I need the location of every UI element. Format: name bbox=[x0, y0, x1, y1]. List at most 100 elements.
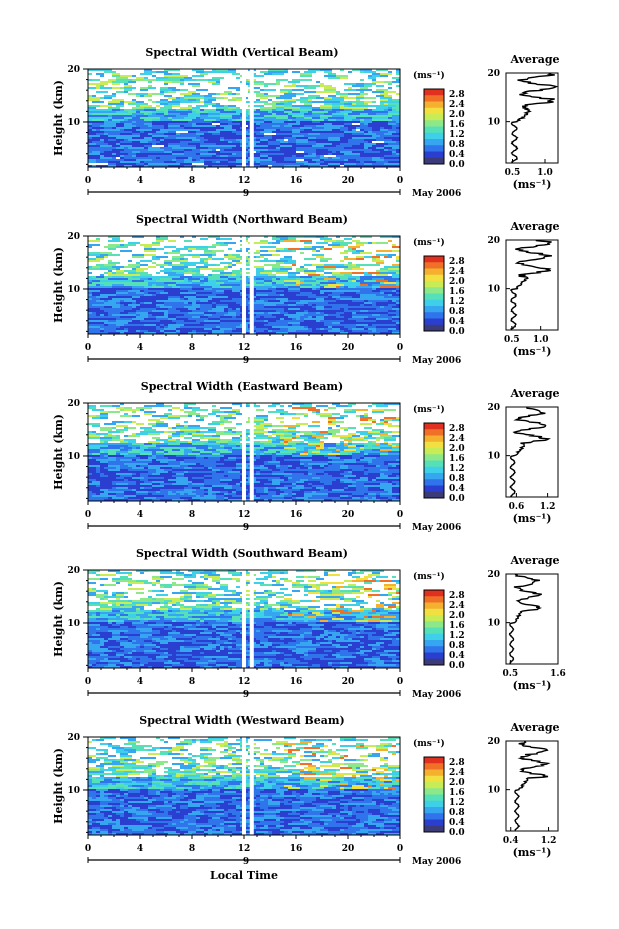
heatmap-cell bbox=[200, 274, 204, 276]
heatmap-cell bbox=[320, 157, 328, 159]
heatmap-cell bbox=[376, 262, 384, 264]
heatmap-cell bbox=[324, 274, 332, 276]
heatmap-cell bbox=[296, 425, 300, 427]
heatmap-cell bbox=[132, 91, 136, 93]
heatmap-cell bbox=[300, 316, 308, 318]
heatmap-cell bbox=[144, 250, 156, 252]
heatmap-cell bbox=[216, 441, 228, 443]
heatmap-cell bbox=[360, 113, 368, 115]
heatmap-cell bbox=[152, 322, 164, 324]
heatmap-cell bbox=[336, 236, 340, 238]
heatmap-cell bbox=[216, 93, 220, 95]
heatmap-cell bbox=[296, 250, 304, 252]
heatmap-cell bbox=[332, 435, 340, 437]
heatmap-cell bbox=[216, 449, 228, 451]
heatmap-cell bbox=[352, 145, 364, 147]
heatmap-cell bbox=[348, 266, 360, 268]
heatmap-cell bbox=[156, 411, 164, 413]
heatmap-cell bbox=[268, 91, 280, 93]
heatmap-cell bbox=[288, 449, 300, 451]
heatmap-cell bbox=[220, 296, 228, 298]
heatmap-cell bbox=[308, 147, 320, 149]
heatmap-cell bbox=[328, 437, 340, 439]
heatmap-cell bbox=[352, 318, 360, 320]
heatmap-cell bbox=[192, 250, 204, 252]
heatmap-cell bbox=[188, 423, 200, 425]
heatmap-cell bbox=[160, 99, 168, 101]
heatmap-cell bbox=[248, 153, 260, 155]
heatmap-cell bbox=[200, 437, 204, 439]
heatmap-cell bbox=[288, 127, 300, 129]
heatmap-cell bbox=[132, 276, 144, 278]
heatmap-cell bbox=[132, 288, 136, 290]
heatmap-cell bbox=[332, 133, 344, 135]
heatmap-cell bbox=[296, 161, 300, 163]
heatmap-cell bbox=[120, 409, 124, 411]
heatmap-cell bbox=[256, 294, 268, 296]
heatmap-cell bbox=[124, 83, 128, 85]
heatmap-cell bbox=[388, 161, 400, 163]
heatmap-cell bbox=[124, 435, 128, 437]
heatmap-cell bbox=[320, 79, 332, 81]
heatmap-cell bbox=[228, 244, 232, 246]
heatmap-cell bbox=[348, 248, 352, 250]
heatmap-cell bbox=[336, 278, 340, 280]
heatmap-cell bbox=[108, 151, 120, 153]
heatmap-cell bbox=[160, 117, 164, 119]
heatmap-cell bbox=[148, 125, 152, 127]
heatmap-cell bbox=[96, 143, 104, 145]
heatmap-cell bbox=[212, 155, 216, 157]
heatmap-cell bbox=[140, 121, 152, 123]
heatmap-cell bbox=[92, 101, 104, 103]
heatmap-cell bbox=[360, 75, 368, 77]
heatmap-cell bbox=[176, 284, 184, 286]
heatmap-cell bbox=[132, 449, 140, 451]
heatmap-cell bbox=[332, 403, 340, 405]
heatmap-cell bbox=[228, 95, 240, 97]
heatmap-cell bbox=[216, 324, 228, 326]
heatmap-cell bbox=[180, 93, 192, 95]
heatmap-cell bbox=[216, 69, 228, 71]
heatmap-cell bbox=[224, 113, 228, 115]
heatmap-cell bbox=[356, 290, 360, 292]
heatmap-cell bbox=[88, 405, 96, 407]
heatmap-cell bbox=[88, 298, 92, 300]
heatmap-cell bbox=[324, 425, 328, 427]
heatmap-cell bbox=[380, 153, 388, 155]
heatmap-cell bbox=[136, 423, 144, 425]
heatmap-cell bbox=[284, 294, 296, 296]
heatmap-cell bbox=[232, 77, 236, 79]
heatmap-cell bbox=[272, 302, 284, 304]
heatmap-cell bbox=[192, 95, 204, 97]
heatmap-cell bbox=[364, 85, 372, 87]
heatmap-cell bbox=[188, 328, 192, 330]
heatmap-cell bbox=[368, 153, 380, 155]
heatmap-cell bbox=[396, 137, 400, 139]
heatmap-cell bbox=[164, 133, 176, 135]
heatmap-cell bbox=[92, 246, 104, 248]
heatmap-cell bbox=[132, 302, 136, 304]
heatmap-cell bbox=[272, 258, 280, 260]
heatmap-cell bbox=[192, 159, 196, 161]
heatmap-cell bbox=[396, 304, 400, 306]
heatmap-cell bbox=[232, 326, 236, 328]
heatmap-cell bbox=[200, 417, 204, 419]
heatmap-cell bbox=[180, 423, 188, 425]
heatmap-cell bbox=[336, 423, 344, 425]
heatmap-cell bbox=[168, 157, 176, 159]
heatmap-cell bbox=[372, 298, 384, 300]
heatmap-cell bbox=[396, 109, 400, 111]
heatmap-cell bbox=[328, 282, 336, 284]
heatmap-cell bbox=[148, 81, 152, 83]
heatmap-cell bbox=[196, 89, 208, 91]
heatmap-cell bbox=[104, 147, 116, 149]
heatmap-cell bbox=[148, 143, 152, 145]
heatmap-cell bbox=[316, 83, 320, 85]
heatmap-cell bbox=[360, 282, 368, 284]
heatmap-cell bbox=[196, 292, 200, 294]
heatmap-cell bbox=[160, 121, 164, 123]
heatmap-cell bbox=[140, 139, 152, 141]
heatmap-cell bbox=[332, 135, 344, 137]
heatmap-cell bbox=[224, 256, 236, 258]
heatmap-cell bbox=[112, 155, 120, 157]
